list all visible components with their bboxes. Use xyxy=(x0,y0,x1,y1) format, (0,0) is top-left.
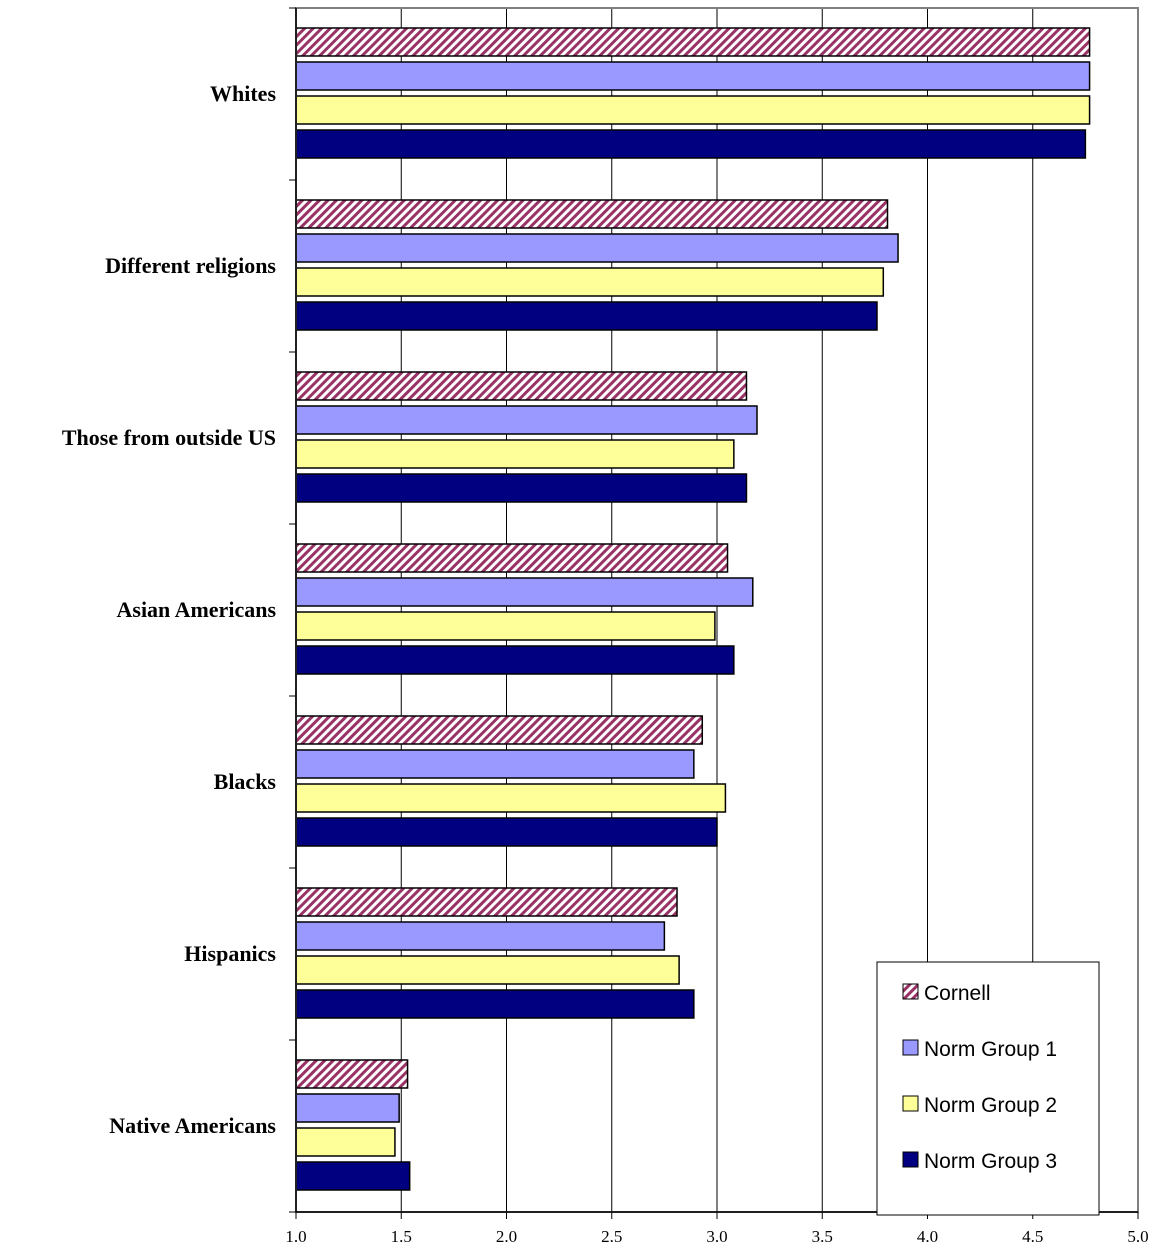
x-tick-label: 1.0 xyxy=(285,1227,306,1246)
bar-hispanics-norm-group-3 xyxy=(295,989,695,1019)
legend-swatch-norm-group-1 xyxy=(902,1039,919,1056)
bar-different-religions-cornell xyxy=(295,199,889,229)
bar-whites-norm-group-2 xyxy=(295,95,1091,125)
x-tick-label: 2.0 xyxy=(496,1227,517,1246)
legend-label-norm-group-2: Norm Group 2 xyxy=(924,1094,1057,1117)
bar-blacks-norm-group-3 xyxy=(295,817,718,847)
bar-hispanics-norm-group-1 xyxy=(295,921,666,951)
category-label-blacks: Blacks xyxy=(214,769,277,794)
x-tick-label: 2.5 xyxy=(601,1227,622,1246)
legend-swatch-norm-group-2 xyxy=(902,1095,919,1112)
bar-whites-norm-group-1 xyxy=(295,61,1091,91)
bar-those-from-outside-us-cornell xyxy=(295,371,748,401)
category-label-whites: Whites xyxy=(210,81,276,106)
bar-asian-americans-norm-group-3 xyxy=(295,645,735,675)
legend-box xyxy=(876,961,1100,1216)
category-label-different-religions: Different religions xyxy=(105,253,276,278)
category-label-hispanics: Hispanics xyxy=(184,941,276,966)
bar-whites-norm-group-3 xyxy=(295,129,1087,159)
bar-asian-americans-cornell xyxy=(295,543,729,573)
bar-different-religions-norm-group-3 xyxy=(295,301,878,331)
legend-swatch-cornell xyxy=(902,983,919,1000)
bar-native-americans-cornell xyxy=(295,1059,409,1089)
category-label-native-americans: Native Americans xyxy=(109,1113,276,1138)
bar-blacks-norm-group-1 xyxy=(295,749,695,779)
x-tick-label: 3.0 xyxy=(706,1227,727,1246)
legend: Cornell Norm Group 1 Norm Group 2 Norm Grou… xyxy=(876,961,1100,1216)
bar-native-americans-norm-group-1 xyxy=(295,1093,400,1123)
legend-swatch-norm-group-3 xyxy=(902,1151,919,1168)
legend-label-norm-group-3: Norm Group 3 xyxy=(924,1150,1057,1173)
labels: 1.0 1.5 2.0 2.5 3.0 3.5 4.0 4.5 5.0 Whites Differe… xyxy=(62,81,1149,1246)
bar-those-from-outside-us-norm-group-2 xyxy=(295,439,735,469)
bar-asian-americans-norm-group-2 xyxy=(295,611,716,641)
x-tick-label: 4.5 xyxy=(1022,1227,1043,1246)
bar-native-americans-norm-group-2 xyxy=(295,1127,396,1157)
bar-those-from-outside-us-norm-group-1 xyxy=(295,405,758,435)
x-tick-label: 1.5 xyxy=(391,1227,412,1246)
bar-different-religions-norm-group-1 xyxy=(295,233,899,263)
category-label-those-from-outside-us: Those from outside US xyxy=(62,425,276,450)
legend-label-norm-group-1: Norm Group 1 xyxy=(924,1038,1057,1061)
bar-blacks-norm-group-2 xyxy=(295,783,727,813)
bar-whites-cornell xyxy=(295,27,1091,57)
x-tick-label: 5.0 xyxy=(1127,1227,1148,1246)
legend-label-cornell: Cornell xyxy=(924,982,991,1005)
bar-different-religions-norm-group-2 xyxy=(295,267,885,297)
bar-hispanics-cornell xyxy=(295,887,678,917)
bar-asian-americans-norm-group-1 xyxy=(295,577,754,607)
bars xyxy=(295,27,1091,1191)
bar-those-from-outside-us-norm-group-3 xyxy=(295,473,748,503)
x-tick-label: 3.5 xyxy=(812,1227,833,1246)
bar-blacks-cornell xyxy=(295,715,704,745)
category-label-asian-americans: Asian Americans xyxy=(117,597,277,622)
bar-native-americans-norm-group-3 xyxy=(295,1161,411,1191)
bar-hispanics-norm-group-2 xyxy=(295,955,680,985)
x-tick-label: 4.0 xyxy=(917,1227,938,1246)
